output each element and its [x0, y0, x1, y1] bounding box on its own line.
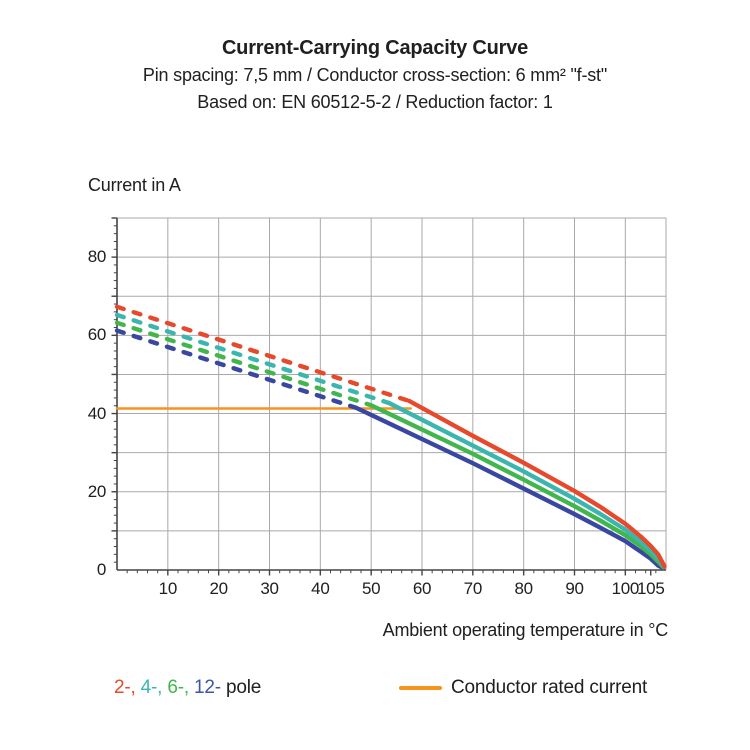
x-tick-label: 80 [514, 579, 534, 598]
curve-2-pole [114, 304, 412, 404]
legend-pole-item: 2-, [114, 677, 136, 698]
y-tick-label: 80 [87, 247, 107, 267]
x-tick-label: 10 [158, 579, 178, 598]
y-tick-label: 0 [96, 560, 106, 579]
x-tick-label: 90 [565, 579, 584, 598]
rated-current-line-swatch [399, 686, 442, 690]
x-tick-label: 70 [463, 579, 483, 598]
legend-pole-counts: 2-, 4-, 6-, 12- pole [114, 677, 261, 699]
chart-title: Current-Carrying Capacity Curve [221, 37, 529, 59]
y-tick-label: 20 [87, 481, 107, 501]
y-tick-label: 60 [87, 325, 107, 345]
legend-pole-item: 4-, [140, 677, 163, 698]
legend-pole-item: 12- [194, 677, 221, 698]
legend-pole-item: 6-, [167, 677, 189, 698]
legend-rated-label: Conductor rated current [451, 677, 648, 698]
y-axis-title: Current in A [88, 175, 181, 195]
x-tick-label: 100 [611, 579, 640, 598]
curve-12-pole [353, 405, 666, 571]
legend-pole-suffix: pole [220, 677, 262, 698]
x-tick-label: 105 [637, 579, 665, 598]
x-axis-title: Ambient operating temperature in °C [382, 620, 669, 640]
curve-2-pole [407, 398, 667, 569]
x-tick-label: 50 [362, 579, 381, 598]
x-tick-label: 60 [412, 579, 432, 598]
title-block: Current-Carrying Capacity Curve Pin spac… [0, 35, 750, 116]
curve-4-pole [386, 400, 667, 570]
x-tick-label: 30 [260, 579, 279, 598]
x-tick-label: 40 [311, 579, 330, 598]
chart-subtitle-basis: Based on: EN 60512-5-2 / Reduction facto… [197, 92, 553, 112]
x-tick-label: 20 [209, 579, 229, 598]
chart-canvas [111, 217, 667, 576]
chart-subtitle-spec: Pin spacing: 7,5 mm / Conductor cross-se… [142, 65, 608, 85]
legend-rated-current: Conductor rated current [399, 677, 647, 699]
curve-4-pole [114, 312, 392, 406]
curve-12-pole [114, 328, 359, 410]
y-tick-label: 40 [87, 403, 107, 423]
legend-pole-items: 2-, 4-, 6-, 12- [114, 677, 221, 698]
